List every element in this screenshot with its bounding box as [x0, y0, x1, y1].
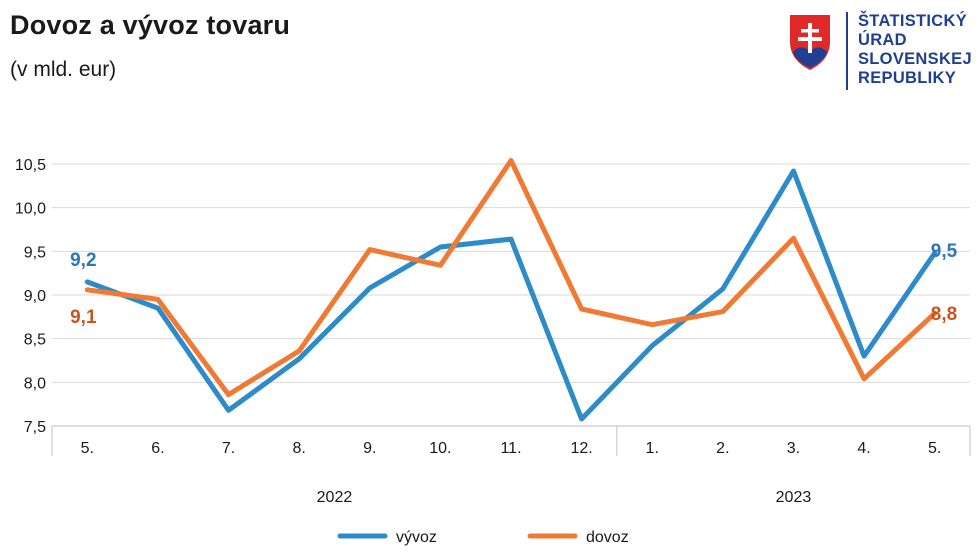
data-labels: 9,2 9,1 9,5 8,8 [70, 241, 958, 328]
x-tick-label: 7. [222, 440, 235, 457]
y-tick-label: 8,5 [24, 332, 46, 349]
series-lines [84, 158, 938, 422]
x-tick-label: 4. [857, 440, 870, 457]
x-tick-label: 2. [716, 440, 729, 457]
x-group-label: 2022 [317, 489, 353, 506]
x-tick-label: 9. [363, 440, 376, 457]
y-axis: 7,5 8,0 8,5 9,0 9,5 10,0 10,5 [15, 157, 46, 436]
x-tick-label: 5. [928, 440, 941, 457]
legend-label-import: dovoz [586, 529, 629, 546]
slovak-coat-of-arms-icon [790, 15, 830, 70]
y-tick-label: 9,5 [24, 244, 46, 261]
y-tick-label: 8,0 [24, 375, 46, 392]
data-label-end-export: 9,5 [931, 241, 958, 262]
logo-line: ŠTATISTICKÝ [858, 12, 968, 30]
x-tick-label: 8. [292, 440, 305, 457]
y-tick-label: 10,5 [15, 157, 46, 174]
data-label-start-import: 9,1 [70, 307, 97, 328]
logo-line: SLOVENSKEJ [858, 50, 972, 68]
logo-divider [846, 12, 848, 90]
legend-label-export: vývoz [396, 529, 437, 546]
data-label-end-import: 8,8 [931, 304, 957, 325]
x-tick-label: 6. [151, 440, 164, 457]
x-tick-label: 5. [81, 440, 94, 457]
x-tick-label: 11. [500, 440, 521, 457]
gridlines [52, 163, 970, 427]
x-axis: 2022 2023 5. 6. 7. 8. 9. 10. 11. 12. 1. 2. 3. 4. 5. [51, 425, 971, 506]
x-tick-label: 1. [646, 440, 659, 457]
x-tick-label: 3. [787, 440, 800, 457]
series-line-import [84, 158, 938, 398]
data-label-start-export: 9,2 [70, 250, 96, 271]
y-tick-label: 10,0 [15, 201, 46, 218]
x-tick-label: 10. [429, 440, 451, 457]
logo-line: ÚRAD [858, 31, 907, 49]
legend: vývoz dovoz [337, 529, 629, 546]
series-line-export [84, 168, 938, 422]
x-tick-label: 12. [570, 440, 592, 457]
logo-wordmark: ŠTATISTICKÝ ÚRAD SLOVENSKEJ REPUBLIKY [858, 12, 972, 88]
y-tick-label: 9,0 [24, 288, 46, 305]
x-group-label: 2023 [776, 489, 812, 506]
logo-line: REPUBLIKY [858, 69, 957, 87]
chart-title: Dovoz a vývoz tovaru [10, 10, 291, 40]
y-tick-label: 7,5 [24, 419, 46, 436]
chart-subtitle: (v mld. eur) [10, 58, 117, 81]
